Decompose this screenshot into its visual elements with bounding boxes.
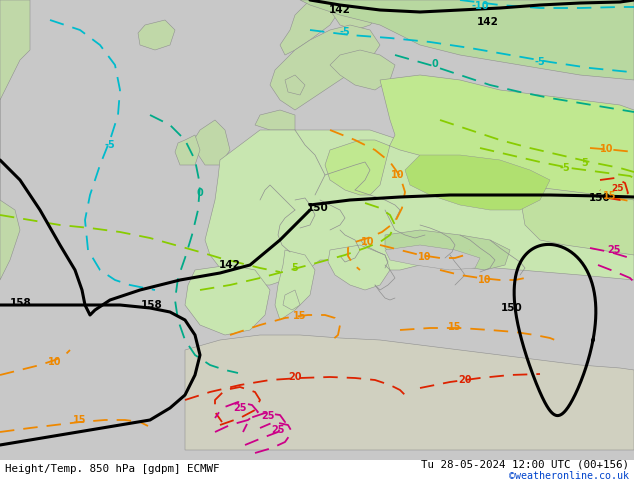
Text: ©weatheronline.co.uk: ©weatheronline.co.uk xyxy=(509,471,629,481)
Text: 15: 15 xyxy=(448,322,462,332)
Polygon shape xyxy=(385,230,510,270)
Polygon shape xyxy=(285,75,305,95)
Polygon shape xyxy=(275,250,315,320)
Text: 142: 142 xyxy=(477,17,499,27)
Polygon shape xyxy=(280,0,340,55)
Text: 15: 15 xyxy=(603,191,617,201)
Polygon shape xyxy=(0,200,20,280)
Text: 150: 150 xyxy=(589,193,611,203)
Polygon shape xyxy=(185,265,270,335)
Text: -5: -5 xyxy=(340,27,351,37)
Text: 25: 25 xyxy=(233,403,247,413)
Text: 150: 150 xyxy=(307,203,329,213)
Bar xyxy=(0,460,634,490)
Polygon shape xyxy=(330,50,395,90)
Polygon shape xyxy=(138,20,175,50)
Polygon shape xyxy=(300,0,634,80)
Polygon shape xyxy=(522,185,634,255)
Polygon shape xyxy=(283,290,300,310)
Text: 25: 25 xyxy=(612,183,624,193)
Text: 5: 5 xyxy=(581,158,588,168)
Polygon shape xyxy=(0,0,30,200)
Text: 0: 0 xyxy=(432,59,438,69)
Text: 10: 10 xyxy=(361,237,375,247)
Text: 20: 20 xyxy=(458,375,472,385)
Text: 0: 0 xyxy=(197,188,204,198)
Polygon shape xyxy=(330,0,380,30)
Text: 10: 10 xyxy=(600,144,614,154)
Text: Height/Temp. 850 hPa [gdpm] ECMWF: Height/Temp. 850 hPa [gdpm] ECMWF xyxy=(5,464,219,474)
Polygon shape xyxy=(270,25,380,110)
Polygon shape xyxy=(405,155,550,210)
Text: 20: 20 xyxy=(288,372,302,382)
Polygon shape xyxy=(205,130,634,285)
Text: 158: 158 xyxy=(10,298,32,308)
Text: 10: 10 xyxy=(478,275,492,285)
Text: -5: -5 xyxy=(534,57,545,67)
Polygon shape xyxy=(380,0,430,35)
Text: 10: 10 xyxy=(48,357,61,367)
Text: 10: 10 xyxy=(418,252,432,262)
Text: 142: 142 xyxy=(219,260,241,270)
Text: 5: 5 xyxy=(292,263,299,273)
Text: 150: 150 xyxy=(501,303,523,313)
Text: 158: 158 xyxy=(141,300,163,310)
Text: -5: -5 xyxy=(560,163,571,173)
Text: 25: 25 xyxy=(261,411,275,421)
Polygon shape xyxy=(255,110,295,130)
Polygon shape xyxy=(328,245,390,290)
Polygon shape xyxy=(195,120,230,165)
Text: 142: 142 xyxy=(329,5,351,15)
Text: -10: -10 xyxy=(471,1,489,11)
Polygon shape xyxy=(175,135,200,165)
Polygon shape xyxy=(185,335,634,450)
Polygon shape xyxy=(325,75,634,200)
Text: Tu 28-05-2024 12:00 UTC (00+156): Tu 28-05-2024 12:00 UTC (00+156) xyxy=(421,459,629,469)
Text: 15: 15 xyxy=(74,415,87,425)
Text: 25: 25 xyxy=(607,245,621,255)
Text: 25: 25 xyxy=(271,425,285,435)
Text: 10: 10 xyxy=(391,170,404,180)
Polygon shape xyxy=(385,245,480,270)
Text: -5: -5 xyxy=(105,140,115,150)
Text: 15: 15 xyxy=(294,311,307,321)
